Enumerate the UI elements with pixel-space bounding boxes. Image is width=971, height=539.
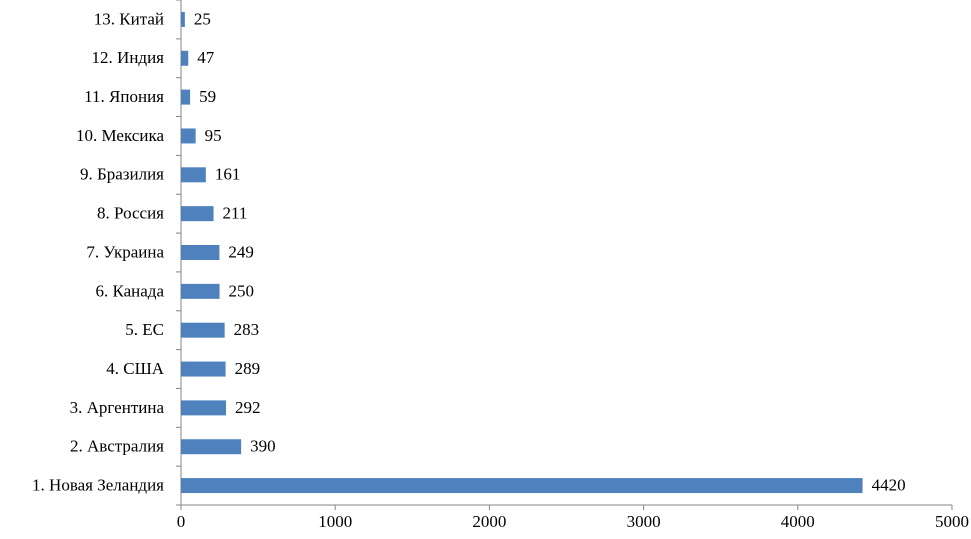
x-tick-label: 1000 [318, 512, 352, 531]
bar [181, 89, 191, 105]
x-tick-label: 5000 [935, 512, 969, 531]
x-tick-label: 2000 [472, 512, 506, 531]
data-label: 289 [235, 359, 260, 378]
data-label: 390 [250, 437, 276, 456]
y-tick-label: 10. Мексика [76, 126, 164, 145]
bar [181, 361, 226, 377]
data-label: 47 [197, 48, 215, 67]
data-label: 211 [223, 204, 248, 223]
data-label: 161 [215, 165, 241, 184]
bar [181, 439, 242, 455]
y-tick-label: 1. Новая Зеландия [32, 475, 164, 494]
y-tick-label: 11. Япония [84, 87, 164, 106]
data-label: 4420 [872, 475, 906, 494]
x-tick-label: 3000 [627, 512, 661, 531]
bar [181, 206, 214, 222]
y-tick-label: 7. Украина [86, 242, 164, 261]
y-tick-label: 8. Россия [97, 204, 164, 223]
y-tick-label: 12. Индия [92, 48, 165, 67]
bar [181, 400, 227, 416]
y-tick-label: 3. Аргентина [70, 398, 165, 417]
bar [181, 167, 206, 183]
bar [181, 478, 863, 494]
y-tick-label: 2. Австралия [70, 437, 164, 456]
bar [181, 11, 185, 27]
y-tick-label: 6. Канада [96, 281, 165, 300]
y-tick-label: 9. Бразилия [80, 165, 164, 184]
y-tick-label: 13. Китай [94, 9, 164, 28]
bar [181, 322, 225, 338]
x-tick-label: 0 [177, 512, 186, 531]
bar [181, 50, 189, 66]
bar [181, 245, 220, 260]
data-label: 59 [199, 87, 216, 106]
y-tick-label: 4. США [106, 359, 164, 378]
data-label: 283 [234, 320, 260, 339]
bar [181, 283, 220, 299]
x-tick-label: 4000 [781, 512, 815, 531]
data-label: 249 [228, 242, 254, 261]
y-tick-label: 5. ЕС [125, 320, 164, 339]
data-label: 292 [235, 398, 261, 417]
data-label: 25 [194, 9, 211, 28]
data-label: 95 [205, 126, 222, 145]
bar [181, 128, 196, 144]
data-label: 250 [229, 281, 255, 300]
